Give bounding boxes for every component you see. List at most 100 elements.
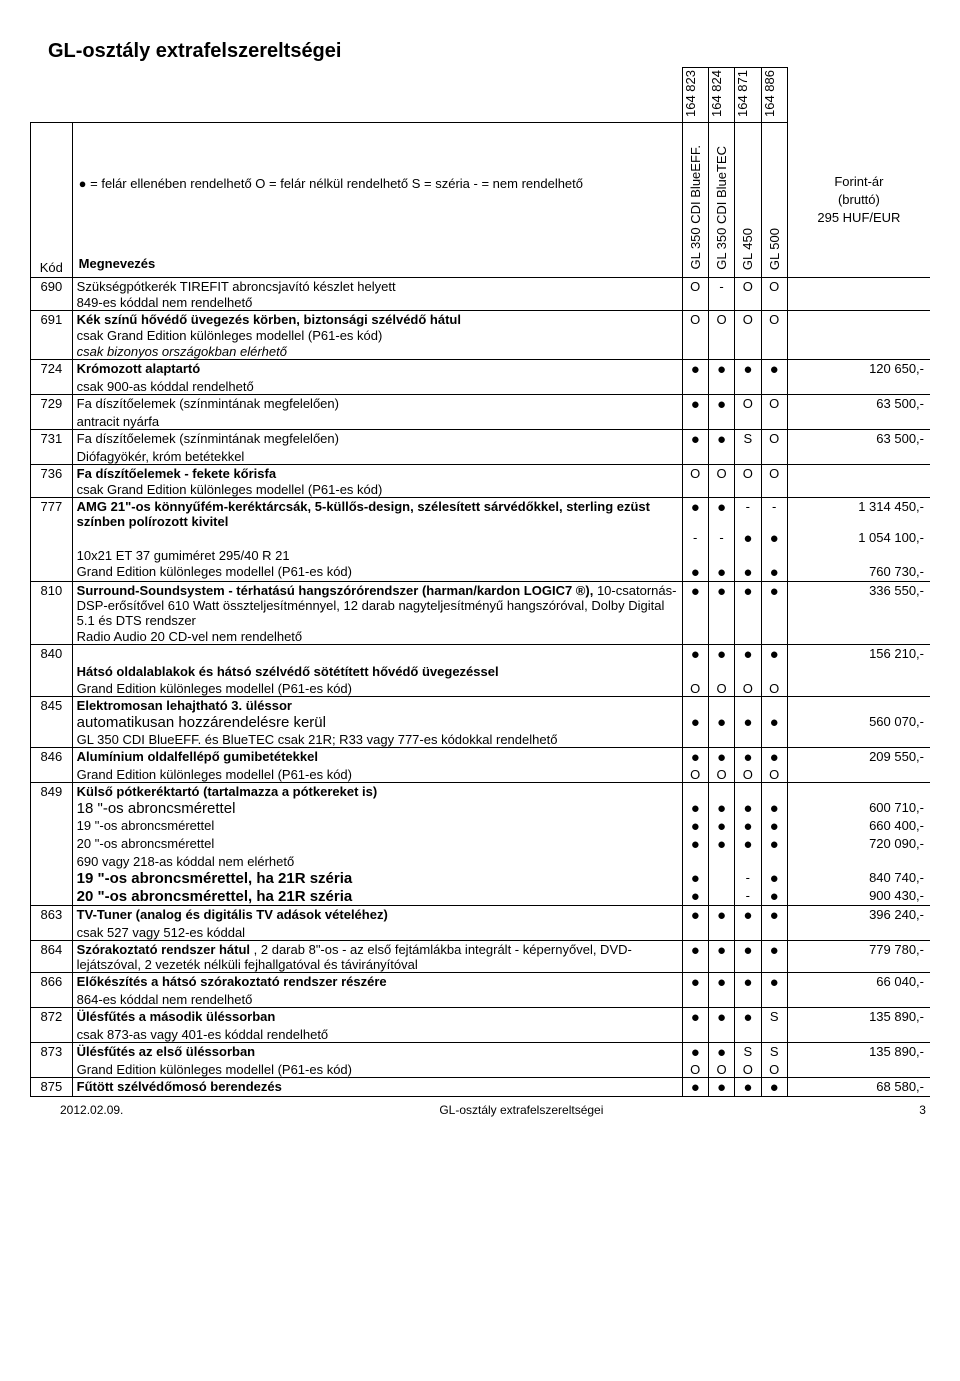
availability-cell xyxy=(682,547,708,563)
desc-cell: 690 vagy 218-as kóddal nem elérhető xyxy=(72,853,682,869)
availability-cell: ● xyxy=(682,973,708,992)
price-cell xyxy=(787,294,930,311)
availability-cell: O xyxy=(761,766,787,783)
model-name-header: GL 350 CDI BlueEFF. xyxy=(682,123,708,278)
code-cell xyxy=(31,799,73,817)
code-cell xyxy=(31,713,73,731)
price-cell xyxy=(787,680,930,697)
availability-cell: ● xyxy=(708,835,734,853)
code-cell: 777 xyxy=(31,498,73,530)
availability-cell xyxy=(708,869,734,887)
availability-cell: ● xyxy=(735,713,761,731)
availability-cell: O xyxy=(708,680,734,697)
availability-cell: O xyxy=(682,465,708,482)
availability-cell: - xyxy=(682,529,708,547)
code-cell: 736 xyxy=(31,465,73,482)
price-cell xyxy=(787,343,930,360)
availability-cell: ● xyxy=(708,582,734,629)
price-cell xyxy=(787,783,930,800)
desc-cell: Radio Audio 20 CD-vel nem rendelhető xyxy=(72,628,682,645)
code-cell: 873 xyxy=(31,1043,73,1062)
availability-cell: O xyxy=(708,766,734,783)
code-cell xyxy=(31,547,73,563)
code-cell xyxy=(31,887,73,906)
availability-cell: ● xyxy=(708,563,734,582)
desc-cell: Szórakoztató rendszer hátul , 2 darab 8"… xyxy=(72,941,682,973)
availability-cell: ● xyxy=(682,582,708,629)
availability-cell: ● xyxy=(682,395,708,414)
availability-cell: ● xyxy=(708,941,734,973)
availability-cell: O xyxy=(761,395,787,414)
availability-cell xyxy=(708,697,734,714)
desc-cell: csak Grand Edition különleges modellel (… xyxy=(72,481,682,498)
model-name-header: GL 350 CDI BlueTEC xyxy=(708,123,734,278)
availability-cell: S xyxy=(735,430,761,449)
legend-cell: ● = felár ellenében rendelhető O = felár… xyxy=(72,123,682,278)
desc-cell: Kék színű hővédő üvegezés körben, bizton… xyxy=(72,311,682,328)
availability-cell: ● xyxy=(735,563,761,582)
availability-cell: O xyxy=(761,278,787,295)
availability-cell: ● xyxy=(708,498,734,530)
code-cell xyxy=(31,448,73,465)
desc-cell: Krómozott alaptartó xyxy=(72,360,682,379)
availability-cell xyxy=(682,628,708,645)
availability-cell: ● xyxy=(682,869,708,887)
availability-cell: ● xyxy=(708,645,734,664)
availability-cell xyxy=(708,731,734,748)
availability-cell: O xyxy=(708,311,734,328)
price-cell xyxy=(787,1026,930,1043)
price-cell xyxy=(787,547,930,563)
availability-cell xyxy=(761,663,787,679)
desc-cell: Elektromosan lehajtható 3. üléssor xyxy=(72,697,682,714)
availability-cell: O xyxy=(682,278,708,295)
availability-cell xyxy=(708,628,734,645)
desc-cell: 19 "-os abroncsmérettel, ha 21R széria xyxy=(72,869,682,887)
availability-cell: ● xyxy=(735,360,761,379)
availability-cell: ● xyxy=(761,973,787,992)
availability-cell: ● xyxy=(682,799,708,817)
code-cell xyxy=(31,378,73,395)
availability-cell: ● xyxy=(735,529,761,547)
availability-cell xyxy=(708,481,734,498)
availability-cell xyxy=(682,731,708,748)
availability-cell: S xyxy=(761,1008,787,1027)
price-cell: 840 740,- xyxy=(787,869,930,887)
availability-cell xyxy=(761,853,787,869)
price-cell xyxy=(787,663,930,679)
code-cell: 840 xyxy=(31,645,73,664)
availability-cell: ● xyxy=(735,582,761,629)
price-cell xyxy=(787,413,930,430)
price-cell: 156 210,- xyxy=(787,645,930,664)
price-cell: 63 500,- xyxy=(787,430,930,449)
availability-cell xyxy=(761,547,787,563)
availability-cell: ● xyxy=(682,887,708,906)
desc-cell: Előkészítés a hátsó szórakoztató rendsze… xyxy=(72,973,682,992)
availability-cell: O xyxy=(708,465,734,482)
price-cell: 720 090,- xyxy=(787,835,930,853)
price-cell xyxy=(787,448,930,465)
desc-cell: csak 900-as kóddal rendelhető xyxy=(72,378,682,395)
availability-cell: ● xyxy=(708,360,734,379)
kod-header: Kód xyxy=(31,123,73,278)
availability-cell: ● xyxy=(708,748,734,767)
availability-cell xyxy=(682,663,708,679)
price-cell xyxy=(787,924,930,941)
code-cell: 849 xyxy=(31,783,73,800)
price-cell xyxy=(787,766,930,783)
price-cell: 66 040,- xyxy=(787,973,930,992)
availability-cell: ● xyxy=(682,748,708,767)
availability-cell: S xyxy=(735,1043,761,1062)
availability-cell xyxy=(708,1026,734,1043)
desc-cell: AMG 21"-os könnyűfém-keréktárcsák, 5-kül… xyxy=(72,498,682,530)
desc-cell xyxy=(72,645,682,664)
desc-cell: Diófagyökér, króm betétekkel xyxy=(72,448,682,465)
code-cell xyxy=(31,563,73,582)
desc-cell: Grand Edition különleges modellel (P61-e… xyxy=(72,766,682,783)
code-cell xyxy=(31,1026,73,1043)
price-cell: 336 550,- xyxy=(787,582,930,629)
code-cell xyxy=(31,413,73,430)
availability-cell: ● xyxy=(735,973,761,992)
availability-cell xyxy=(735,378,761,395)
availability-cell: O xyxy=(735,1061,761,1078)
availability-cell: S xyxy=(761,1043,787,1062)
